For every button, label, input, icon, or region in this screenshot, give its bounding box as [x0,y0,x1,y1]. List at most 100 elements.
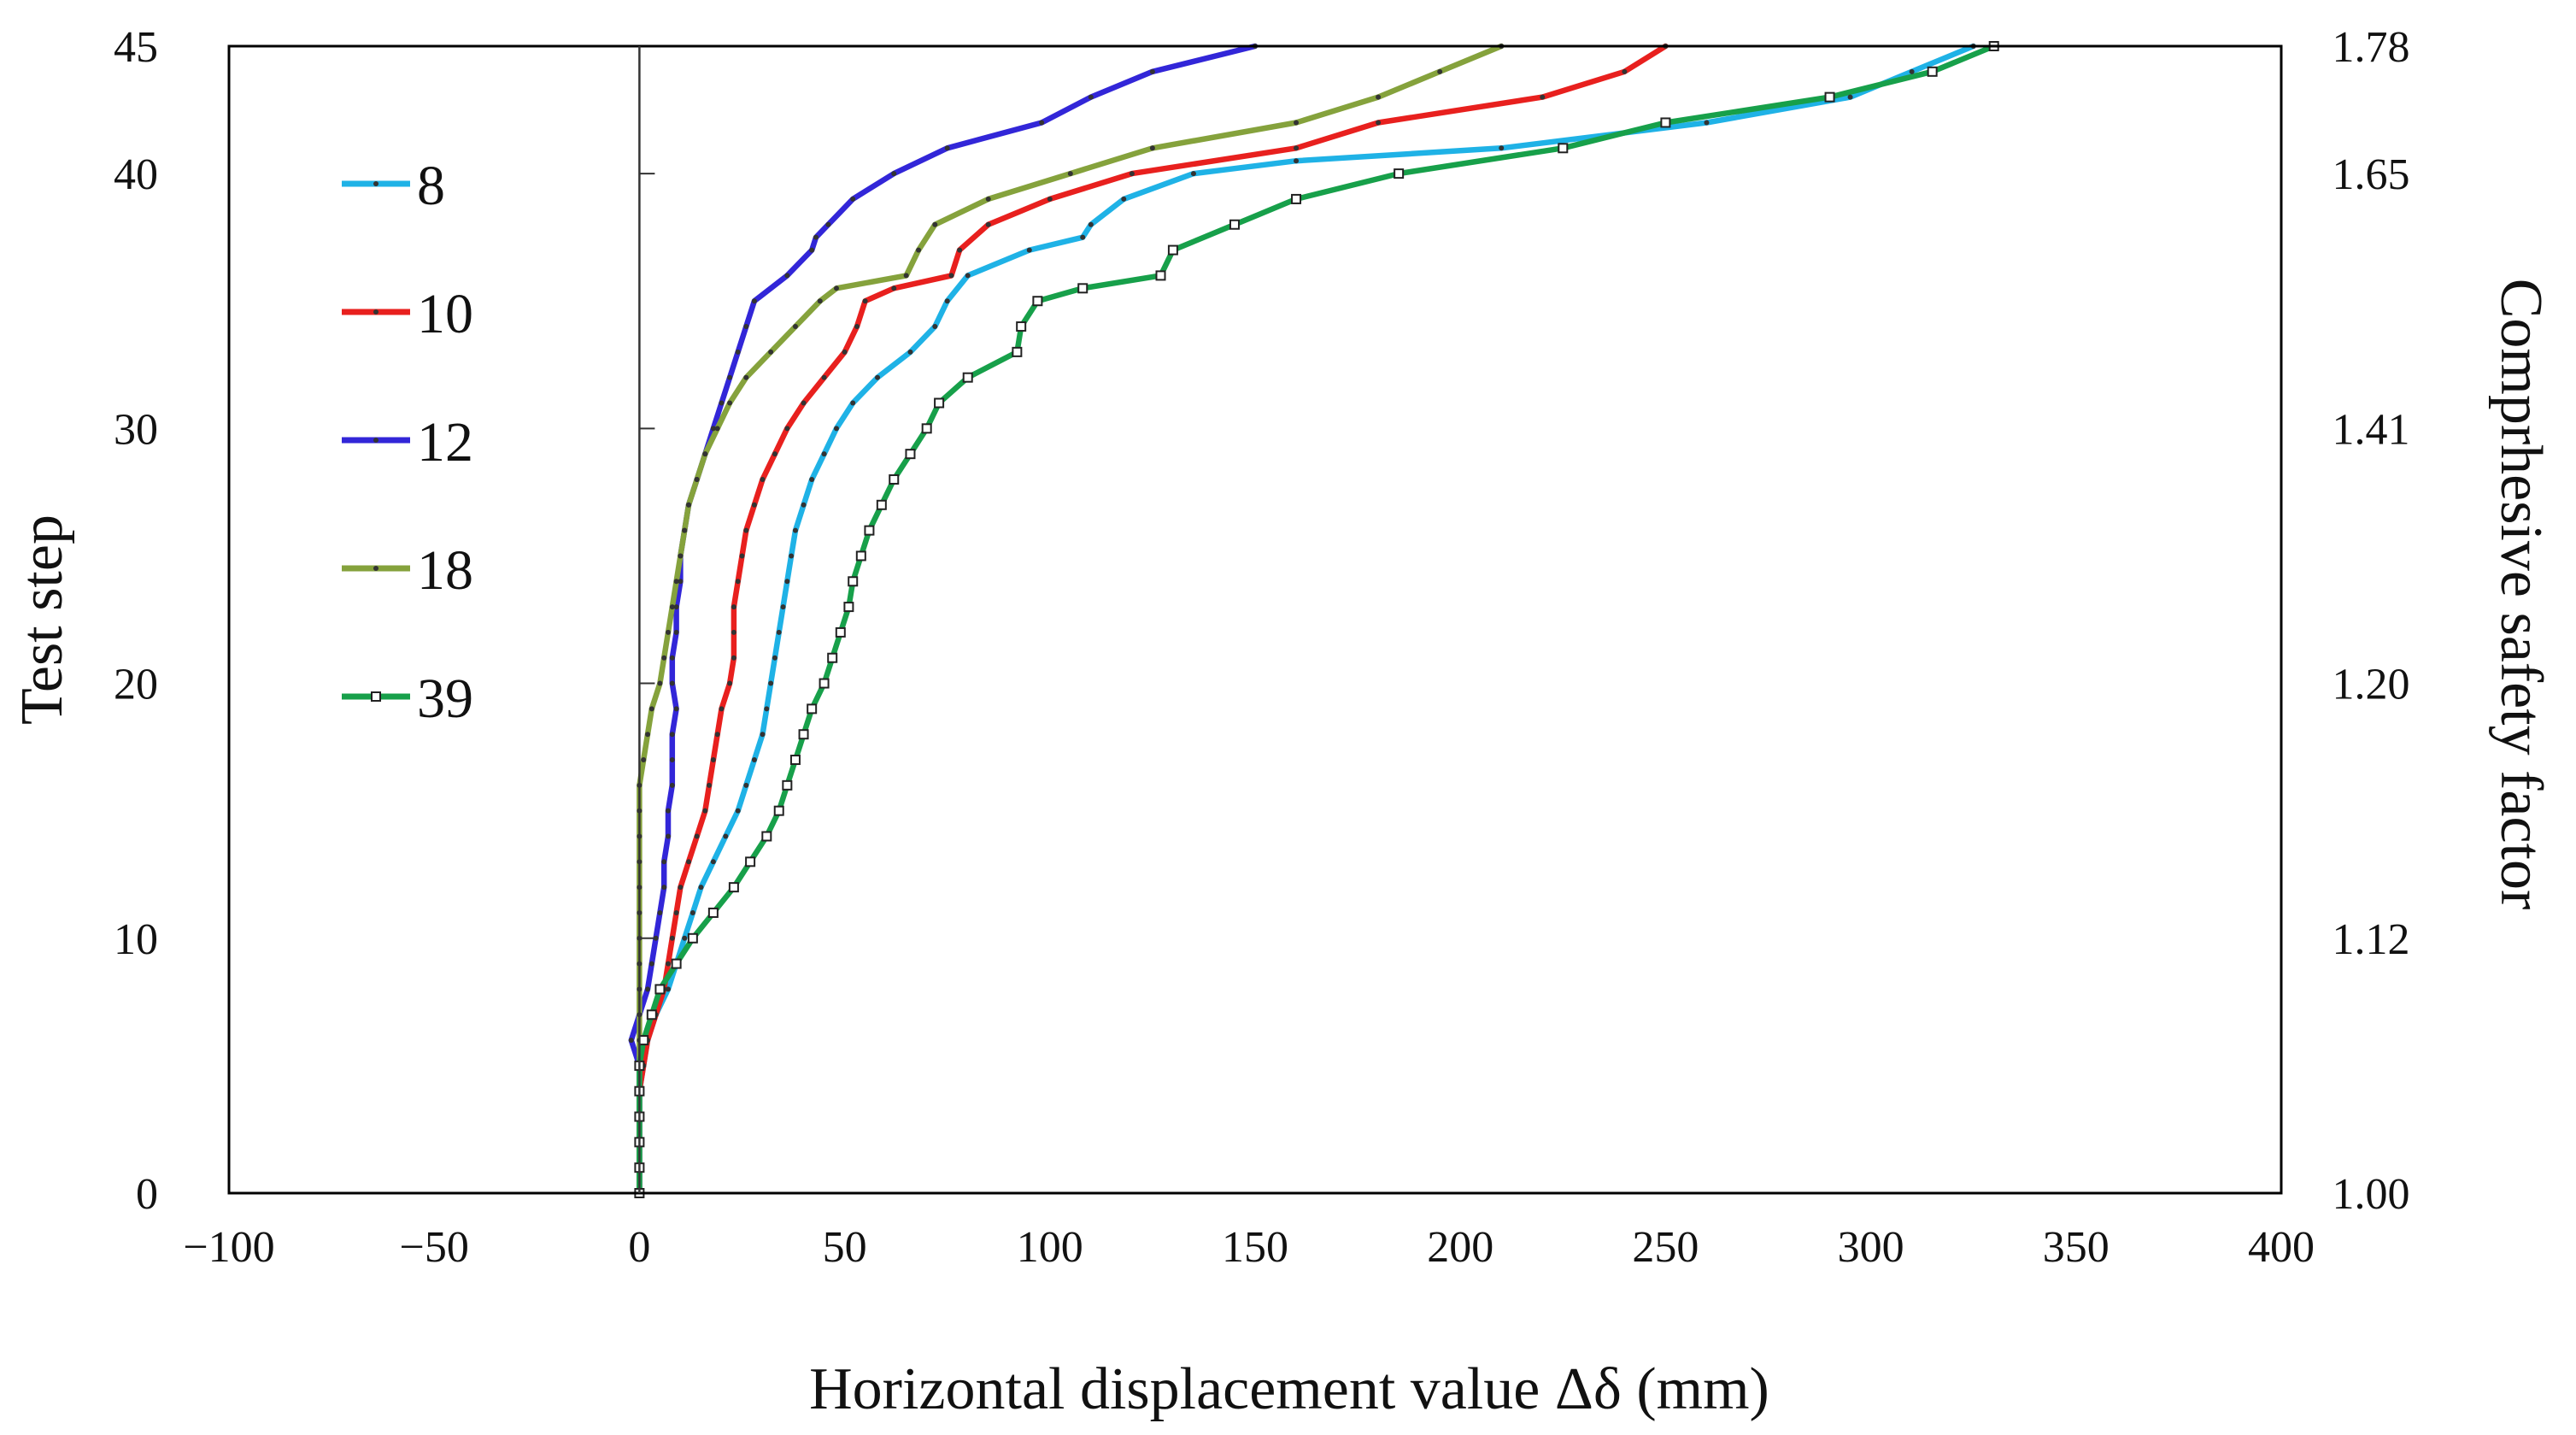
data-point-12 [673,706,679,712]
data-point-12 [944,145,950,151]
data-point-8 [1080,234,1086,240]
data-point-18 [673,579,679,585]
data-point-8 [789,553,795,559]
series-line-18 [637,43,1505,1197]
data-point-18 [678,553,684,559]
x-tick-label: 250 [1632,1223,1699,1272]
data-point-8 [944,298,950,304]
y-tick-label: 30 [114,405,158,454]
data-point-12 [719,400,725,406]
data-point-18 [666,629,672,635]
data-point-12 [784,273,790,279]
data-point-12 [669,732,675,738]
data-point-39 [921,423,932,434]
data-point-39 [1394,168,1405,179]
data-point-10 [760,476,766,482]
data-point-8 [821,451,827,457]
data-point-18 [694,476,700,482]
data-point-10 [1047,196,1053,202]
data-point-18 [641,757,647,763]
data-point-12 [645,986,651,992]
legend-label: 12 [417,411,473,473]
series-line-39 [637,43,1997,1197]
x-tick-label: 400 [2248,1223,2315,1272]
data-point-39 [1032,296,1043,307]
data-point-10 [669,935,675,941]
data-point-18 [743,374,749,380]
data-point-8 [875,374,881,380]
data-point-18 [792,324,798,330]
data-point-39 [1077,283,1088,294]
data-point-10 [801,400,807,406]
data-point-10 [714,732,720,738]
data-point-8 [1121,196,1127,202]
x-tick-label: 350 [2043,1223,2110,1272]
data-point-8 [792,527,798,533]
legend-marker [371,691,381,702]
y2-tick-label: 1.78 [2332,23,2410,72]
data-point-10 [743,527,749,533]
data-point-39 [1558,143,1569,154]
data-point-10 [842,349,848,355]
data-point-39 [819,678,830,689]
data-point-12 [727,374,733,380]
data-point-39 [876,499,887,510]
legend-marker [373,566,378,571]
data-point-12 [735,349,741,355]
data-point-12 [850,196,856,202]
data-point-10 [686,859,692,865]
data-point-10 [1376,120,1382,126]
data-point-39 [1155,270,1166,281]
data-point-18 [682,527,688,533]
data-point-39 [807,703,818,715]
y-tick-label: 0 [136,1170,158,1219]
data-point-39 [934,397,945,409]
data-point-39 [728,882,739,893]
data-point-39 [889,473,900,485]
data-point-12 [710,426,716,432]
data-point-8 [784,579,790,585]
data-point-18 [932,221,938,227]
data-point-39 [638,1035,649,1046]
data-point-18 [916,247,922,253]
legend-item: 10 [342,283,473,345]
data-point-12 [751,298,757,304]
series-lines-layer [628,43,1997,1197]
data-point-10 [735,579,741,585]
legend-item: 12 [342,411,473,473]
data-point-18 [768,349,774,355]
data-point-10 [862,298,868,304]
data-point-39 [1016,321,1027,332]
data-point-39 [962,372,973,383]
plot-border [227,44,2283,1195]
x-axis-title: Horizontal displacement value Δδ (mm) [809,1356,1769,1422]
data-point-18 [702,451,708,457]
data-point-12 [673,604,679,610]
data-point-39 [864,525,875,536]
y-tick-label: 20 [114,661,158,709]
data-point-8 [735,808,741,814]
data-point-10 [673,909,679,915]
data-point-8 [760,732,766,738]
legend: 8 10 12 18 39 [342,155,473,730]
data-point-10 [707,782,713,788]
data-point-39 [646,1009,657,1020]
data-point-12 [648,961,654,967]
data-point-8 [723,833,729,839]
data-point-10 [784,426,790,432]
legend-item: 39 [342,668,473,730]
y2-tick-label: 1.65 [2332,150,2410,199]
data-point-12 [813,234,819,240]
data-point-10 [891,285,897,291]
data-point-39 [789,755,801,766]
data-point-12 [628,1038,634,1044]
data-point-12 [825,221,831,227]
data-point-39 [827,652,838,663]
data-point-18 [817,298,823,304]
y2-tick-label: 1.20 [2332,661,2410,709]
data-point-10 [854,324,860,330]
data-point-8 [907,349,913,355]
data-point-8 [1909,68,1915,74]
data-point-39 [1291,193,1302,204]
data-point-18 [903,273,909,279]
